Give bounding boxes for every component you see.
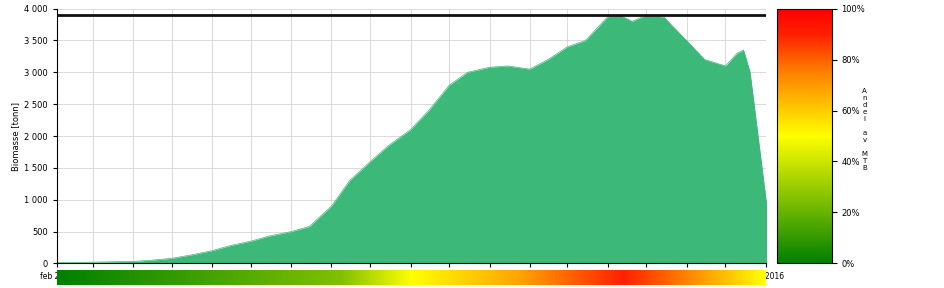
Text: A
n
d
e
l
 
a
v
 
M
T
B: A n d e l a v M T B [861,88,867,171]
Y-axis label: Biomasse [tonn]: Biomasse [tonn] [10,101,20,170]
